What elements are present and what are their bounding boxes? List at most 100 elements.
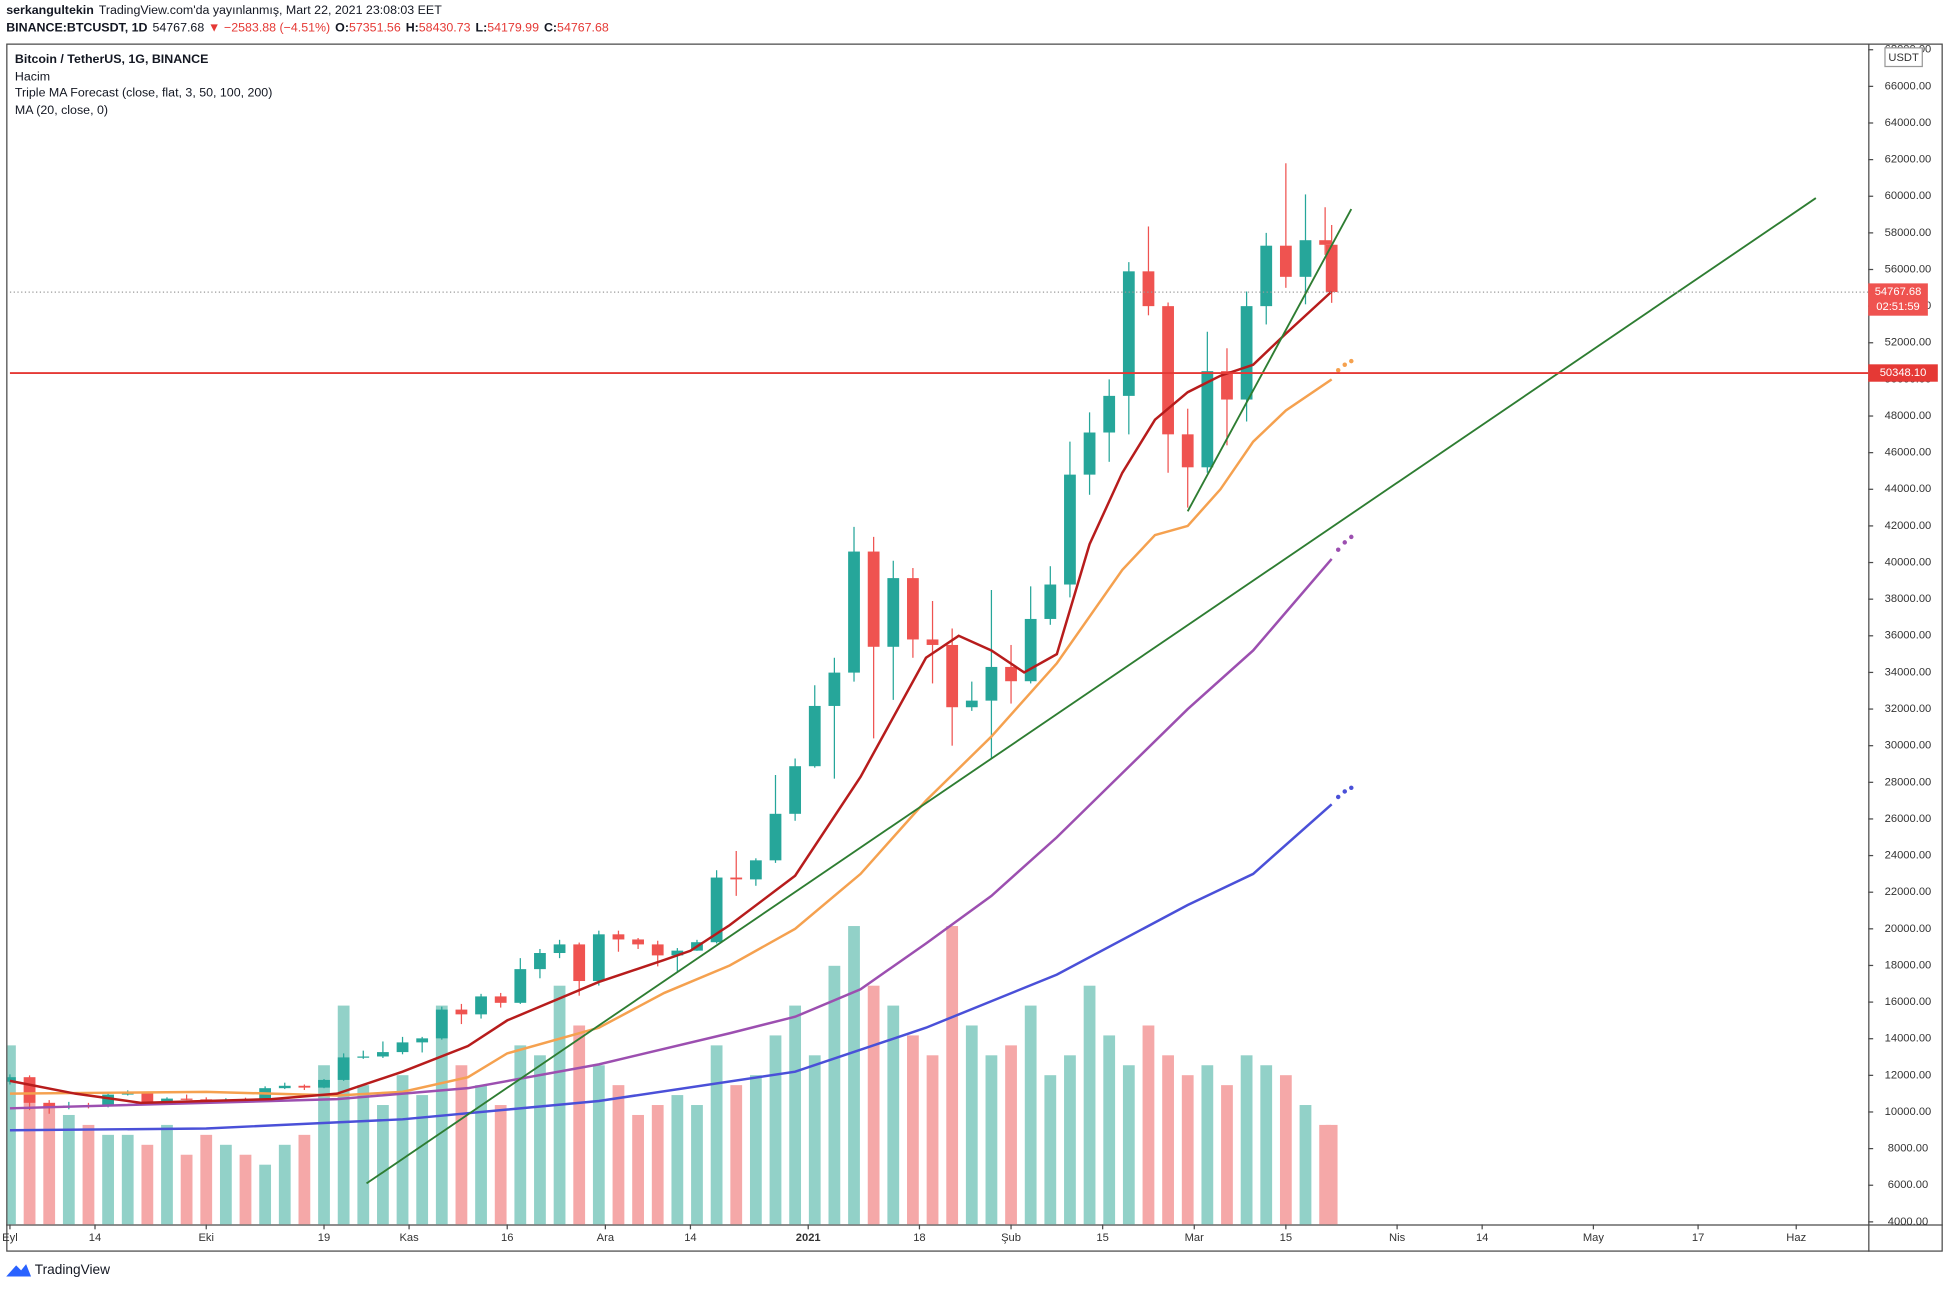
volume-bar [1083,985,1096,1225]
volume-bar [141,1144,154,1225]
header-line-1: serkangultekin TradingView.com'da yayınla… [6,3,442,17]
ohlc-label: O: [335,21,349,35]
x-tick-label: Mar [1185,1232,1205,1244]
y-tick-label: 14000.00 [1885,1033,1932,1045]
y-tick-label: 46000.00 [1885,447,1932,459]
countdown: 02:51:59 [1876,301,1920,313]
volume-bar [180,1154,193,1225]
candle-body [494,996,507,1003]
volume-bar [1279,1075,1292,1225]
symbol: BINANCE:BTCUSDT, 1D [6,21,147,35]
y-tick-label: 10000.00 [1885,1106,1932,1118]
x-tick-label: Kas [399,1232,419,1244]
candle-body [985,666,998,701]
volume-bar [573,1025,586,1225]
volume-bar [749,1075,762,1225]
candle-body [1221,371,1233,400]
volume-bar [1240,1055,1253,1225]
forecast-dot [1335,794,1341,800]
volume-bar [278,1144,291,1225]
volume-bar [848,926,860,1225]
candle-body [1103,395,1116,433]
candle-body [592,934,605,982]
y-tick-label: 40000.00 [1885,556,1932,568]
candle-body [357,1056,370,1058]
candle-body [808,705,821,767]
volume-bar [789,1005,802,1225]
volume-bar [1201,1065,1214,1225]
y-tick-label: 52000.00 [1885,337,1932,349]
y-tick-label: 38000.00 [1885,593,1932,605]
y-tick-label: 32000.00 [1885,703,1932,715]
ohlc-value: 54767.68 [557,21,609,35]
volume-bar [1122,1065,1135,1225]
volume-bar [161,1124,173,1225]
ohlc-label: C: [544,21,557,35]
candle-body [671,950,684,956]
y-tick-label: 30000.00 [1885,740,1932,752]
candle-body [612,934,625,940]
volume-bar [23,1085,36,1225]
volume-bar [1044,1075,1057,1225]
volume-bar [1005,1045,1017,1225]
volume-bar [82,1124,95,1225]
volume-bar [534,1055,546,1225]
y-tick-label: 62000.00 [1885,154,1932,166]
y-tick-label: 42000.00 [1885,520,1932,532]
legend-indicator: MA (20, close, 0) [15,103,108,117]
y-tick-label: 20000.00 [1885,923,1932,935]
volume-bar [1064,1055,1076,1225]
x-tick-label: Ara [597,1232,615,1244]
candle-body [534,953,546,970]
candle-body [514,969,527,1003]
volume-bar [1221,1085,1233,1225]
y-tick-label: 66000.00 [1885,80,1932,92]
moving-average [9,558,1333,1110]
brand: TradingView [35,1262,110,1277]
volume-bar [965,1025,978,1225]
candle-body [337,1057,350,1080]
volume-bar [1142,1025,1155,1225]
candle-body [475,996,487,1015]
plot-area [7,163,1869,1225]
ohlc-value: 58430.73 [419,21,471,35]
y-tick-label: 26000.00 [1885,813,1932,825]
y-tick-label: 24000.00 [1885,850,1932,862]
y-tick-label: 36000.00 [1885,630,1932,642]
volume-bar [1325,1124,1338,1225]
candle-body [455,1009,468,1015]
volume-bar [298,1134,311,1225]
x-tick-label: 15 [1280,1232,1292,1244]
forecast-dot [1349,785,1354,791]
candle-body [1005,666,1017,682]
volume-bar [219,1144,232,1225]
candle-body [926,639,939,645]
candle-body [651,944,664,956]
y-tick-label: 60000.00 [1885,190,1932,202]
x-tick-label: Haz [1786,1232,1806,1244]
x-tick-label: 15 [1096,1232,1108,1244]
y-tick-label: 16000.00 [1885,996,1932,1008]
forecast-dot [1335,547,1341,552]
y-tick-label: 48000.00 [1885,410,1932,422]
header-line-2: BINANCE:BTCUSDT, 1D 54767.68 ▼ −2583.88 (−4… [6,21,609,35]
last: 54767.68 [152,21,204,35]
y-tick-label: 6000.00 [1888,1179,1928,1191]
volume-bar [62,1114,75,1225]
volume-bar [867,985,880,1225]
x-tick-label: 2021 [796,1232,821,1244]
trend-line [366,197,1817,1185]
volume-bar [1260,1065,1273,1225]
candle-body [318,1079,330,1088]
x-tick-label: 17 [1692,1232,1704,1244]
volume-bar [377,1105,389,1225]
y-tick-label: 64000.00 [1885,117,1932,129]
axes: 4000.006000.008000.0010000.0012000.00140… [2,44,1938,1244]
forecast-dot [1342,362,1347,367]
volume-bar [318,1065,330,1225]
volume-bar [730,1085,743,1225]
volume-bar [887,1005,900,1225]
candle-body [1299,240,1312,277]
